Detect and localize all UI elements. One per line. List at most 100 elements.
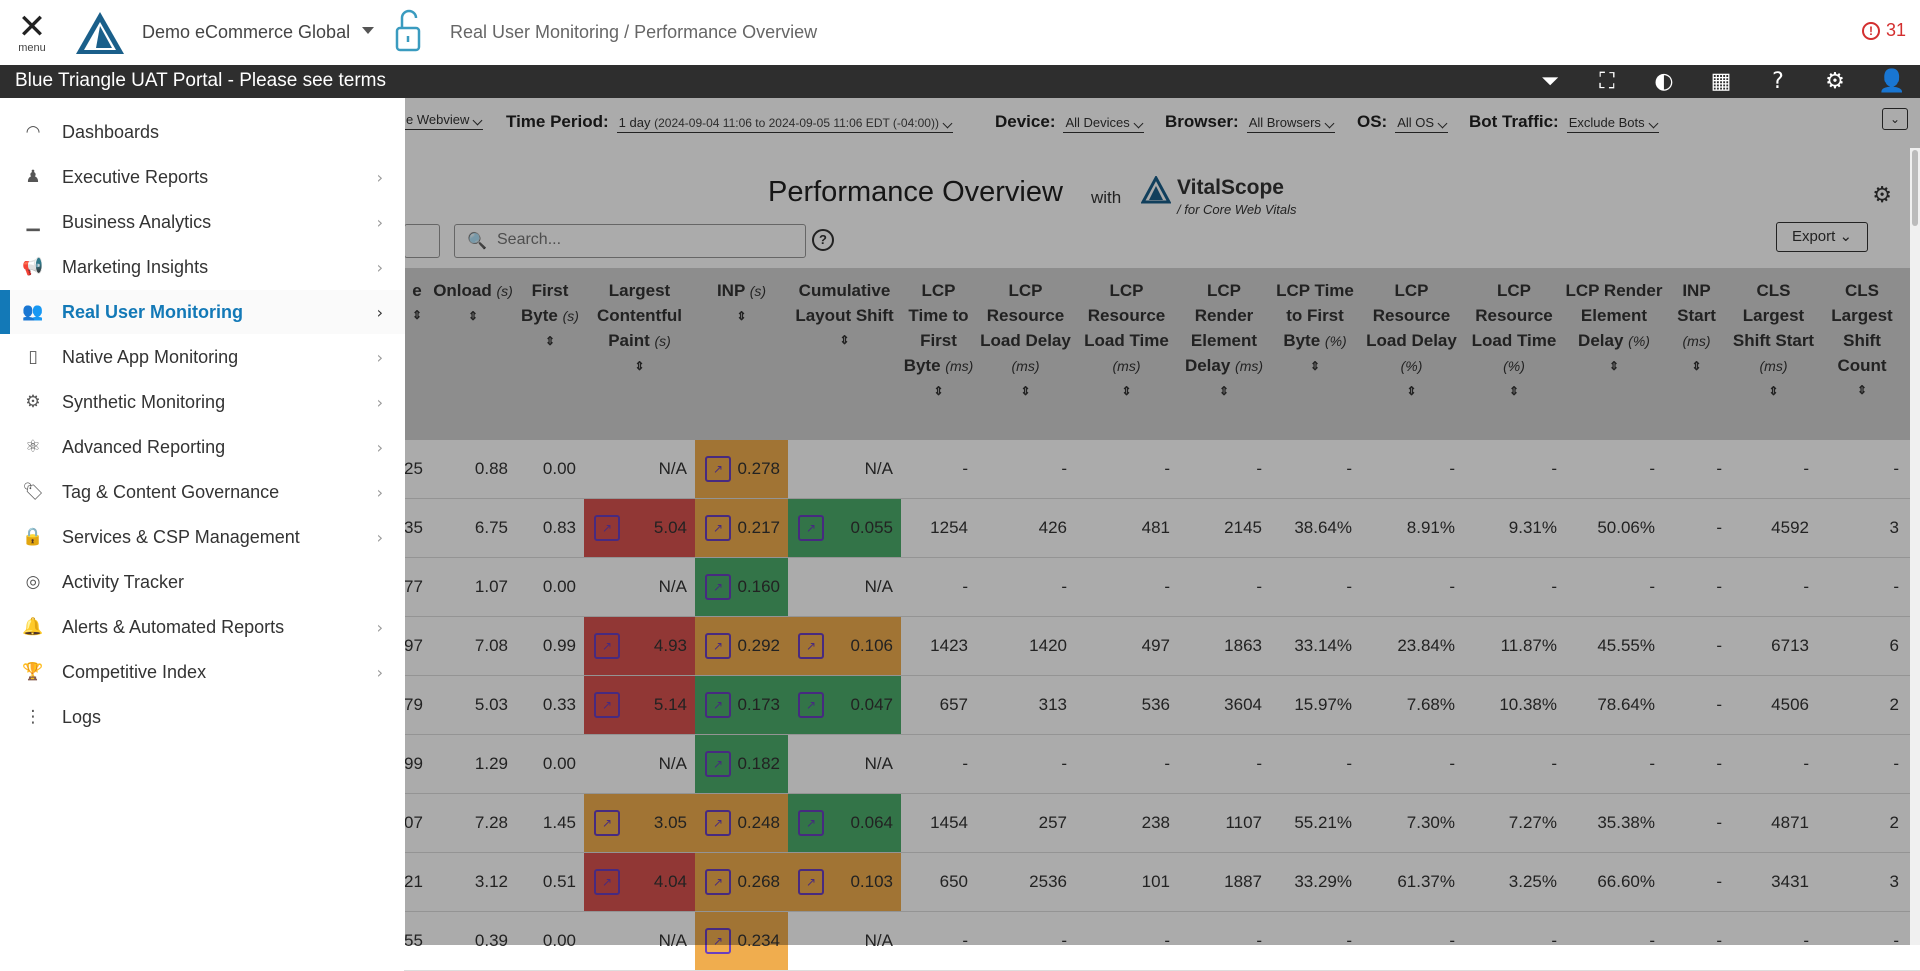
table-row[interactable]: 25 0.88 0.00 N/A ↗ 0.278 N/A - - - - - - - - - - - xyxy=(404,440,1920,499)
time-period-filter[interactable]: Time Period: 1 day (2024-09-04 11:06 to … xyxy=(506,112,953,133)
sort-icon[interactable]: ⇕ xyxy=(1218,384,1230,398)
bot-filter[interactable]: Bot Traffic: Exclude Bots xyxy=(1469,112,1659,133)
page-type-select[interactable]: e Webview xyxy=(404,112,484,130)
gear-icon[interactable]: ⚙ xyxy=(1825,69,1845,94)
sidebar-item-native-app-monitoring[interactable]: ▯ Native App Monitoring › xyxy=(0,335,405,379)
column-header[interactable]: Onload (s) ⇕ xyxy=(430,278,516,329)
column-header[interactable]: Largest Contentful Paint (s) ⇕ xyxy=(584,278,695,379)
sidebar-item-real-user-monitoring[interactable]: 👥 Real User Monitoring › xyxy=(0,290,405,334)
time-period-select[interactable]: 1 day (2024-09-04 11:06 to 2024-09-05 11… xyxy=(616,115,953,133)
column-header[interactable]: INP Start (ms) ⇕ xyxy=(1663,278,1730,379)
sort-icon[interactable]: ⇕ xyxy=(1856,383,1868,397)
sidebar-item-logs[interactable]: ⋮ Logs xyxy=(0,695,405,739)
page-type-filter[interactable]: e Webview xyxy=(404,112,484,130)
trend-chart-icon[interactable]: ↗ xyxy=(594,515,620,541)
table-row[interactable]: 79 5.03 0.33 ↗ 5.14 ↗ 0.173 ↗ 0.047 657 313 536 3604… xyxy=(404,676,1920,735)
film-icon[interactable]: ▦ xyxy=(1710,69,1732,94)
contrast-icon[interactable]: ◐ xyxy=(1654,69,1674,94)
sidebar-item-activity-tracker[interactable]: ◎ Activity Tracker xyxy=(0,560,405,604)
column-header[interactable]: LCP Resource Load Time (%) ⇕ xyxy=(1463,278,1565,404)
sort-icon[interactable]: ⇕ xyxy=(839,333,850,347)
sidebar-item-competitive-index[interactable]: 🏆 Competitive Index › xyxy=(0,650,405,694)
sort-icon[interactable]: ⇕ xyxy=(1309,359,1321,373)
bot-select[interactable]: Exclude Bots xyxy=(1566,115,1659,133)
trend-chart-icon[interactable]: ↗ xyxy=(594,692,620,718)
trend-chart-icon[interactable]: ↗ xyxy=(705,869,731,895)
sort-icon[interactable]: ⇕ xyxy=(1020,384,1031,398)
fullscreen-icon[interactable]: ⛶ xyxy=(1599,69,1615,94)
sidebar-item-business-analytics[interactable]: ▁ Business Analytics › xyxy=(0,200,405,244)
column-header[interactable]: LCP Time to First Byte (%) ⇕ xyxy=(1270,278,1360,379)
chevron-down-icon[interactable] xyxy=(362,27,374,34)
sort-icon[interactable]: ⇕ xyxy=(634,359,645,373)
help-icon[interactable]: ? xyxy=(1772,69,1784,94)
column-header[interactable]: e ⇕ xyxy=(404,278,430,328)
table-row[interactable]: 07 7.28 1.45 ↗ 3.05 ↗ 0.248 ↗ 0.064 1454 257 238 110… xyxy=(404,794,1920,853)
column-header[interactable]: First Byte (s) ⇕ xyxy=(516,278,584,354)
column-header[interactable]: LCP Render Element Delay (ms) ⇕ xyxy=(1178,278,1270,404)
export-button[interactable]: Export ⌄ xyxy=(1776,222,1868,252)
sort-icon[interactable]: ⇕ xyxy=(544,334,556,348)
sidebar-item-alerts-automated-reports[interactable]: 🔔 Alerts & Automated Reports › xyxy=(0,605,405,649)
search-box[interactable]: 🔍 xyxy=(454,224,806,258)
trend-chart-icon[interactable]: ↗ xyxy=(705,751,731,777)
trend-chart-icon[interactable]: ↗ xyxy=(705,810,731,836)
trend-chart-icon[interactable]: ↗ xyxy=(798,515,824,541)
sort-icon[interactable]: ⇕ xyxy=(1691,359,1702,373)
settings-gear-icon[interactable]: ⚙ xyxy=(1872,182,1892,207)
sort-icon[interactable]: ⇕ xyxy=(411,308,423,322)
trend-chart-icon[interactable]: ↗ xyxy=(594,869,620,895)
os-select[interactable]: All OS xyxy=(1395,115,1449,133)
column-header[interactable]: INP (s) ⇕ xyxy=(695,278,788,329)
sort-icon[interactable]: ⇕ xyxy=(933,384,944,398)
modal-overlay[interactable] xyxy=(404,98,1920,945)
trend-chart-icon[interactable]: ↗ xyxy=(594,810,620,836)
os-filter[interactable]: OS: All OS xyxy=(1357,112,1449,133)
column-header[interactable]: Cumulative Layout Shift ⇕ xyxy=(788,278,901,353)
user-icon[interactable]: 👤 xyxy=(1878,69,1906,94)
column-header[interactable]: LCP Resource Load Time (ms) ⇕ xyxy=(1075,278,1178,404)
column-header[interactable]: CLS Largest Shift Start (ms) ⇕ xyxy=(1730,278,1817,404)
trend-chart-icon[interactable]: ↗ xyxy=(705,456,731,482)
table-row[interactable]: 99 1.29 0.00 N/A ↗ 0.182 N/A - - - - - - - - - - - xyxy=(404,735,1920,794)
device-select[interactable]: All Devices xyxy=(1063,115,1144,133)
sidebar-item-executive-reports[interactable]: ♟ Executive Reports › xyxy=(0,155,405,199)
table-row[interactable]: 35 6.75 0.83 ↗ 5.04 ↗ 0.217 ↗ 0.055 1254 426 481 214… xyxy=(404,499,1920,558)
sort-icon[interactable]: ⇕ xyxy=(736,309,747,323)
sidebar-item-advanced-reporting[interactable]: ⚛ Advanced Reporting › xyxy=(0,425,405,469)
sort-icon[interactable]: ⇕ xyxy=(467,309,479,323)
trend-chart-icon[interactable]: ↗ xyxy=(798,692,824,718)
sort-icon[interactable]: ⇕ xyxy=(1608,359,1620,373)
search-help-icon[interactable]: ? xyxy=(812,229,834,251)
sort-icon[interactable]: ⇕ xyxy=(1768,384,1779,398)
sidebar-item-tag-content-governance[interactable]: 🏷 Tag & Content Governance › xyxy=(0,470,405,514)
collapse-filters-button[interactable]: ⌄ xyxy=(1882,108,1908,130)
sort-icon[interactable]: ⇕ xyxy=(1121,384,1132,398)
scrollbar-thumb[interactable] xyxy=(1912,150,1918,226)
device-filter[interactable]: Device: All Devices xyxy=(995,112,1144,133)
sidebar-item-dashboards[interactable]: ◠ Dashboards xyxy=(0,110,405,154)
trend-chart-icon[interactable]: ↗ xyxy=(798,633,824,659)
table-row[interactable]: 77 1.07 0.00 N/A ↗ 0.160 N/A - - - - - - - - - - - xyxy=(404,558,1920,617)
column-header[interactable]: CLS Largest Shift Count ⇕ xyxy=(1817,278,1907,403)
column-header[interactable]: LCP Resource Load Delay (%) ⇕ xyxy=(1360,278,1463,404)
table-row[interactable]: 97 7.08 0.99 ↗ 4.93 ↗ 0.292 ↗ 0.106 1423 1420 497 18… xyxy=(404,617,1920,676)
org-selector[interactable]: Demo eCommerce Global xyxy=(142,22,351,42)
search-input[interactable] xyxy=(497,231,787,249)
trend-chart-icon[interactable]: ↗ xyxy=(705,515,731,541)
browser-select[interactable]: All Browsers xyxy=(1246,115,1335,133)
unlock-icon[interactable] xyxy=(392,8,424,54)
menu-close-button[interactable]: ✕ menu xyxy=(14,10,50,60)
sidebar-item-synthetic-monitoring[interactable]: ⚙ Synthetic Monitoring › xyxy=(0,380,405,424)
sidebar-item-services-csp-management[interactable]: 🔒 Services & CSP Management › xyxy=(0,515,405,559)
sort-icon[interactable]: ⇕ xyxy=(1508,384,1520,398)
trend-chart-icon[interactable]: ↗ xyxy=(705,633,731,659)
trend-chart-icon[interactable]: ↗ xyxy=(798,810,824,836)
trend-chart-icon[interactable]: ↗ xyxy=(705,692,731,718)
trend-chart-icon[interactable]: ↗ xyxy=(798,869,824,895)
scrollbar[interactable] xyxy=(1910,148,1920,945)
column-header[interactable]: LCP Time to First Byte (ms) ⇕ xyxy=(901,278,976,404)
table-row[interactable]: 21 3.12 0.51 ↗ 4.04 ↗ 0.268 ↗ 0.103 650 2536 101 188… xyxy=(404,853,1920,912)
sort-icon[interactable]: ⇕ xyxy=(1406,384,1417,398)
column-header[interactable]: LCP Resource Load Delay (ms) ⇕ xyxy=(976,278,1075,404)
